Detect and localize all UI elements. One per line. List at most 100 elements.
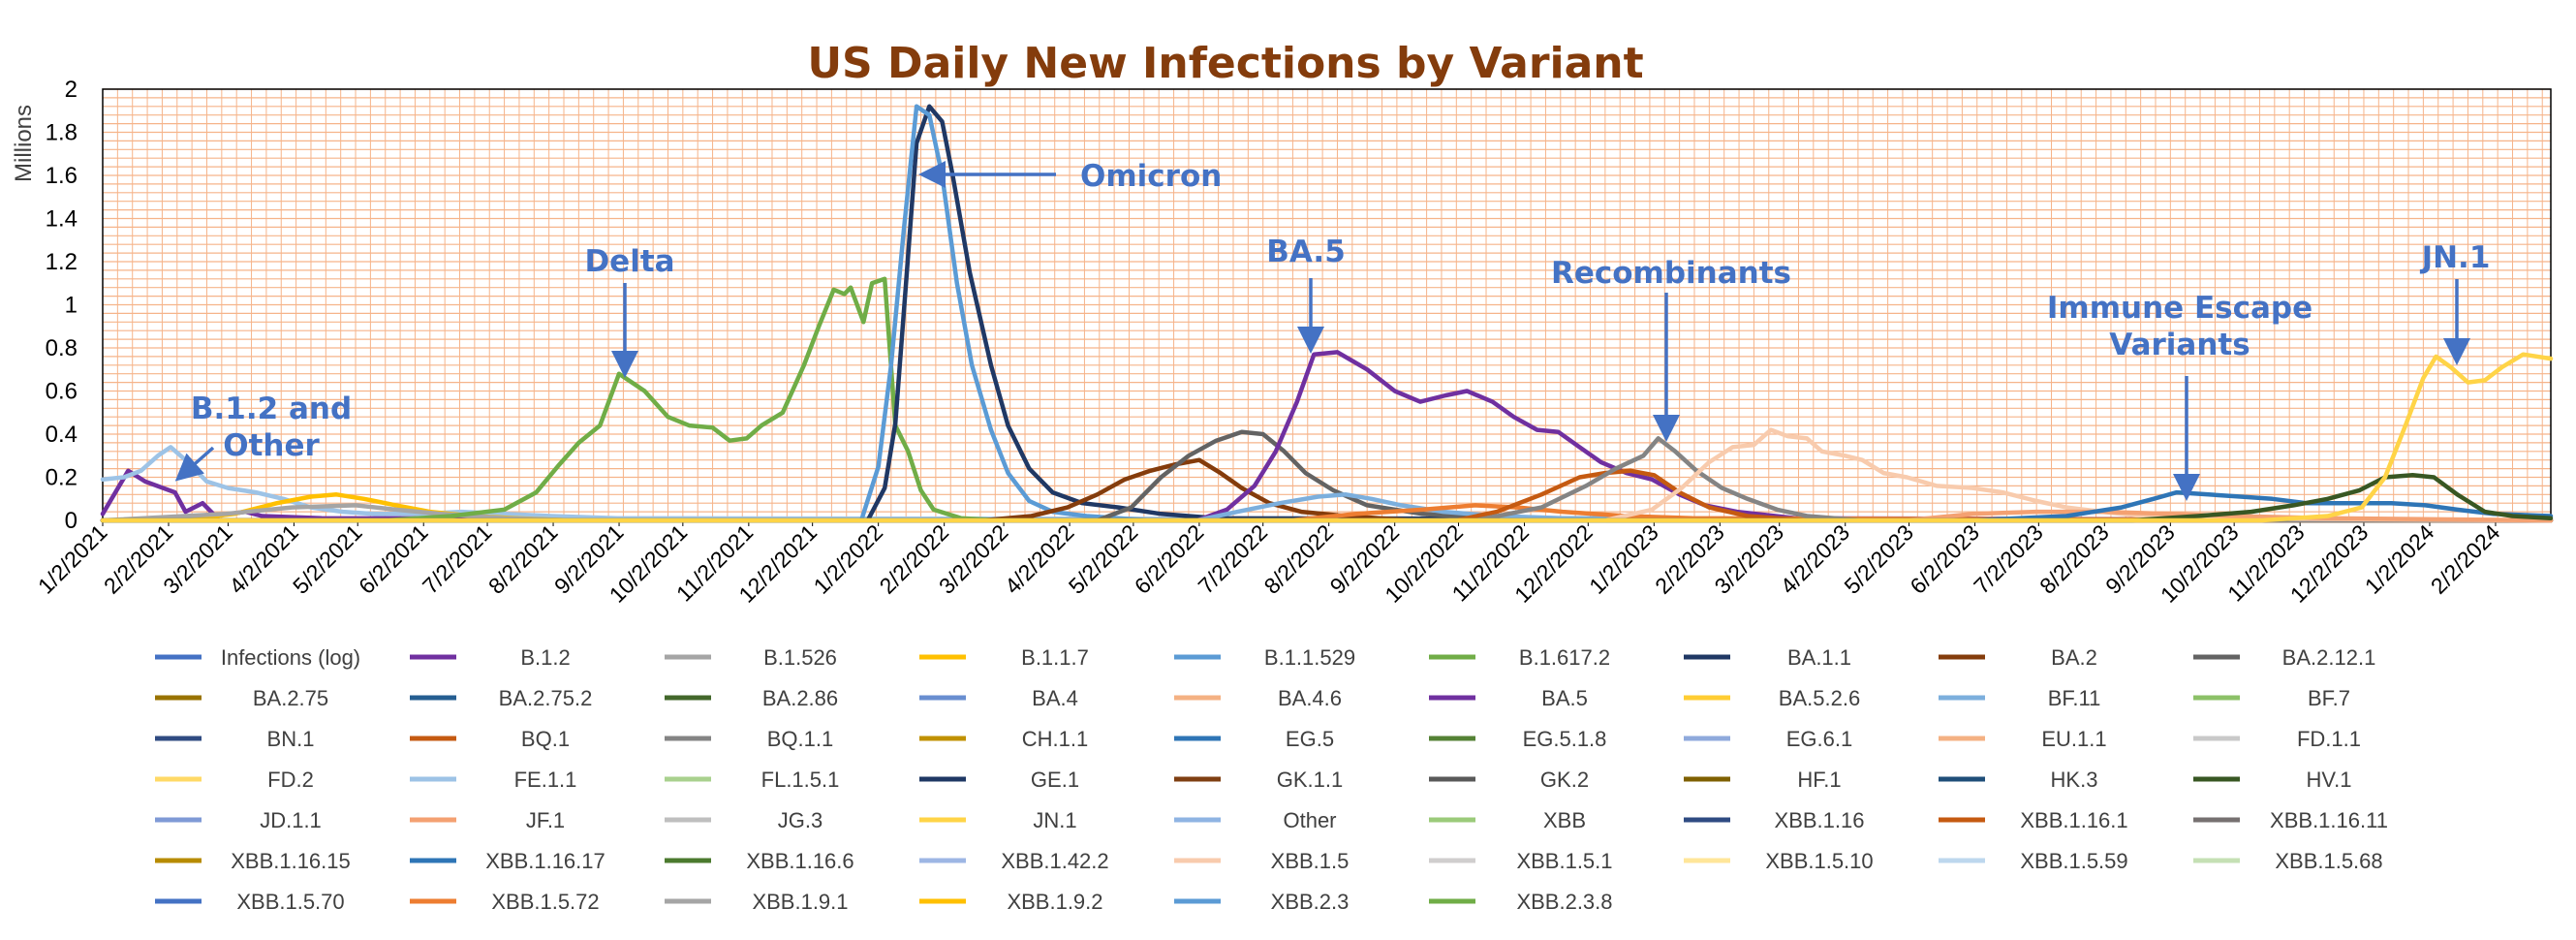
legend-label: XBB.1.9.1 [752,890,848,914]
legend-label: FL.1.5.1 [761,768,840,792]
legend-label: BA.1.1 [1787,645,1851,670]
legend-label: B.1.2 [520,645,570,670]
x-tick-label: 1/2/2024 [2360,519,2439,599]
x-tick-label: 1/2/2022 [808,519,887,599]
y-tick-label: 0.4 [46,422,78,448]
y-tick-label: 0.2 [46,465,78,491]
series-line-10 [100,492,2554,523]
legend-label: BA.4.6 [1278,686,1342,710]
legend-label: B.1.1.7 [1021,645,1089,670]
series-lines [100,104,2554,523]
legend-label: HK.3 [2051,768,2098,792]
legend-label: EG.5 [1286,727,1334,751]
legend-label: XBB.1.5.1 [1516,849,1612,873]
x-tick-label: 5/2/2022 [1064,519,1143,599]
annotation-2: Omicron [1080,159,1222,194]
annotation-5: Immune Escape Variants [2047,291,2312,362]
annotation-line: Recombinants [1551,256,1791,291]
legend-label: BA.5.2.6 [1779,686,1860,710]
legend-label: JF.1 [526,808,565,832]
annotation-0: B.1.2 and Other [191,392,352,463]
annotation-4: Recombinants [1551,256,1791,291]
legend-label: CH.1.1 [1022,727,1088,751]
x-axis-ticks: 1/2/20212/2/20213/2/20214/2/20215/2/2021… [33,519,2505,608]
legend-label: BQ.1.1 [767,727,833,751]
legend-label: BA.2.86 [762,686,838,710]
annotation-line: Other [223,428,320,463]
legend-label: XBB.1.5.68 [2275,849,2382,873]
series-line-16 [100,489,2554,523]
legend-label: HF.1 [1797,768,1841,792]
legend-label: XBB.2.3 [1271,890,1350,914]
x-tick-label: 4/2/2021 [224,519,303,599]
annotation-3: BA.5 [1266,235,1346,269]
x-tick-label: 6/2/2022 [1130,519,1209,599]
legend-label: XBB [1543,808,1586,832]
y-tick-label: 1.2 [46,249,78,275]
annotation-arrow-0 [174,446,215,482]
y-tick-label: 2 [65,77,78,103]
series-line-4 [100,276,2554,523]
legend-label: BQ.1 [521,727,570,751]
series-line-0 [100,468,2554,523]
legend-label: XBB.1.5.10 [1765,849,1873,873]
legend-label: EG.5.1.8 [1523,727,1607,751]
series-line-18 [100,352,2554,523]
legend-label: B.1.526 [763,645,837,670]
legend-label: XBB.1.16.15 [231,849,351,873]
y-tick-label: 0.8 [46,335,78,361]
legend-label: XBB.2.3.8 [1516,890,1612,914]
legend-label: XBB.1.16.1 [2020,808,2127,832]
legend-label: JN.1 [1033,808,1076,832]
y-axis-label: Millions [11,105,37,182]
annotation-line: JN.1 [2420,240,2491,275]
legend-label: XBB.1.5.59 [2020,849,2127,873]
y-axis-ticks: 0 0.2 0.4 0.6 0.8 1 1.2 1.4 1.6 1.8 2 [46,77,78,534]
x-tick-label: 8/2/2023 [2034,519,2114,599]
legend-label: EU.1.1 [2041,727,2106,751]
chart-title: US Daily New Infections by Variant [807,39,1643,88]
series-line-1 [100,445,2554,523]
legend-label: B.1.617.2 [1519,645,1610,670]
x-tick-label: 2/2/2024 [2426,519,2505,599]
legend-label: Other [1283,808,1336,832]
x-tick-label: 7/2/2022 [1194,519,1273,599]
annotation-1: Delta [584,244,674,279]
x-tick-label: 6/2/2021 [354,519,433,599]
legend: Infections (log) B.1.2 B.1.526 B.1.1.7 B.1.1… [155,645,2388,914]
y-tick-label: 1.8 [46,120,78,146]
legend-label: XBB.1.5.72 [491,890,599,914]
annotation-line: Variants [2109,328,2250,362]
legend-label: HV.1 [2307,768,2352,792]
legend-label: FE.1.1 [514,768,577,792]
legend-label: EG.6.1 [1786,727,1852,751]
x-tick-label: 4/2/2022 [1000,519,1079,599]
legend-label: BA.2.12.1 [2282,645,2376,670]
x-tick-label: 8/2/2021 [483,519,563,599]
legend-label: XBB.1.16.17 [485,849,605,873]
legend-label: B.1.1.529 [1264,645,1355,670]
legend-label: XBB.1.16 [1775,808,1865,832]
legend-label: BA.2 [2051,645,2097,670]
y-tick-label: 0 [65,508,78,534]
y-tick-label: 1.6 [46,163,78,189]
x-tick-label: 6/2/2023 [1905,519,1984,599]
annotations: B.1.2 and Other Delta Omicron BA.5 Recombinan… [174,159,2491,501]
legend-label: JD.1.1 [260,808,322,832]
legend-label: Infections (log) [221,645,360,670]
series-line-14 [100,427,2554,523]
series-line-17 [100,473,2554,523]
series-line-6 [100,104,2554,523]
series-line-7 [100,457,2554,523]
legend-label: BF.11 [2048,686,2101,710]
annotation-line: B.1.2 and [191,392,352,426]
x-tick-label: 8/2/2022 [1259,519,1339,599]
legend-label: BN.1 [267,727,315,751]
x-tick-label: 4/2/2023 [1776,519,1855,599]
y-tick-label: 0.6 [46,379,78,405]
annotation-6: JN.1 [2420,240,2491,275]
series-line-13 [100,436,2554,523]
annotation-line: Delta [584,244,674,279]
legend-label: BA.2.75 [253,686,328,710]
